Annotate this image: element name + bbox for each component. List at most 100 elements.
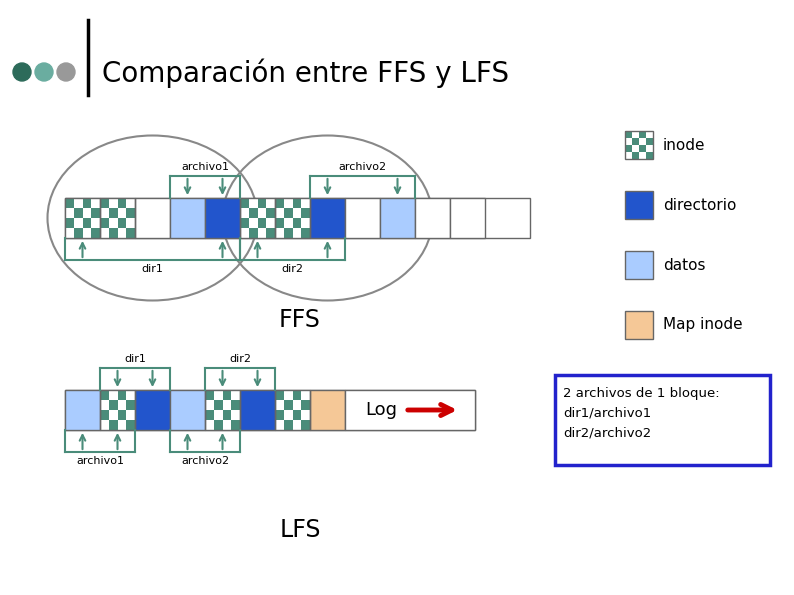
Bar <box>310 198 345 238</box>
Bar <box>415 198 450 238</box>
Text: FFS: FFS <box>279 308 321 332</box>
Bar <box>275 218 283 228</box>
Bar <box>345 390 475 430</box>
Bar <box>214 390 222 400</box>
Bar <box>100 198 109 208</box>
Bar <box>126 410 135 420</box>
Bar <box>118 390 126 400</box>
Bar <box>240 208 249 218</box>
Bar <box>222 390 231 400</box>
Bar <box>283 400 292 410</box>
Bar <box>126 400 135 410</box>
Bar <box>292 208 301 218</box>
Bar <box>91 228 100 238</box>
Bar <box>292 390 301 400</box>
Text: inode: inode <box>663 137 706 152</box>
Bar <box>65 198 100 238</box>
Bar <box>74 218 83 228</box>
Bar <box>65 198 530 238</box>
Bar <box>380 198 415 238</box>
Bar <box>109 228 118 238</box>
Bar <box>91 208 100 218</box>
Bar <box>292 218 301 228</box>
Bar <box>292 400 301 410</box>
Bar <box>109 218 118 228</box>
Bar <box>283 218 292 228</box>
Bar <box>109 208 118 218</box>
Bar <box>240 218 249 228</box>
Bar <box>135 198 170 238</box>
Bar <box>257 208 266 218</box>
Bar <box>74 198 83 208</box>
Bar <box>118 218 126 228</box>
Bar <box>301 420 310 430</box>
Bar <box>292 410 301 420</box>
Bar <box>625 191 653 219</box>
Bar <box>65 390 100 430</box>
Bar <box>646 145 653 152</box>
Bar <box>301 410 310 420</box>
Bar <box>257 228 266 238</box>
Circle shape <box>57 63 75 81</box>
Bar <box>625 138 632 145</box>
Bar <box>118 198 126 208</box>
Bar <box>170 198 205 238</box>
Bar <box>83 218 91 228</box>
Bar <box>83 208 91 218</box>
Bar <box>100 208 109 218</box>
Bar <box>65 228 74 238</box>
Bar <box>646 131 653 138</box>
Bar <box>83 228 91 238</box>
Bar <box>231 390 240 400</box>
Text: archivo1: archivo1 <box>181 162 229 172</box>
Circle shape <box>13 63 31 81</box>
Text: dir1: dir1 <box>141 264 164 274</box>
Text: archivo1: archivo1 <box>76 456 124 466</box>
Bar <box>205 390 214 400</box>
Bar <box>135 390 170 430</box>
Bar <box>74 228 83 238</box>
Text: archivo2: archivo2 <box>338 162 387 172</box>
Bar <box>275 420 283 430</box>
Bar <box>205 420 214 430</box>
Bar <box>450 198 485 238</box>
Bar <box>275 390 310 430</box>
Bar <box>275 390 283 400</box>
Bar <box>222 410 231 420</box>
Bar <box>283 410 292 420</box>
Bar <box>205 410 214 420</box>
Bar <box>275 198 283 208</box>
Bar <box>301 198 310 208</box>
Bar <box>126 208 135 218</box>
Bar <box>266 198 275 208</box>
Text: Log: Log <box>365 401 397 419</box>
Bar <box>100 400 109 410</box>
Bar <box>222 420 231 430</box>
Bar <box>214 410 222 420</box>
Bar <box>283 198 292 208</box>
Bar <box>118 410 126 420</box>
Bar <box>632 131 639 138</box>
Bar <box>83 198 91 208</box>
Bar <box>231 400 240 410</box>
Bar <box>632 152 639 159</box>
Bar <box>625 311 653 339</box>
Bar <box>240 198 275 238</box>
Bar <box>301 218 310 228</box>
Bar <box>205 390 240 430</box>
Bar <box>266 208 275 218</box>
Bar <box>205 400 214 410</box>
Bar <box>214 400 222 410</box>
Bar <box>283 208 292 218</box>
Bar <box>283 420 292 430</box>
Bar <box>275 410 283 420</box>
Bar <box>301 208 310 218</box>
Bar <box>639 152 646 159</box>
Bar <box>100 420 109 430</box>
Bar <box>639 138 646 145</box>
Text: dir2: dir2 <box>229 354 251 364</box>
Bar <box>240 390 275 430</box>
Bar <box>249 228 257 238</box>
Bar <box>126 390 135 400</box>
Bar <box>266 218 275 228</box>
